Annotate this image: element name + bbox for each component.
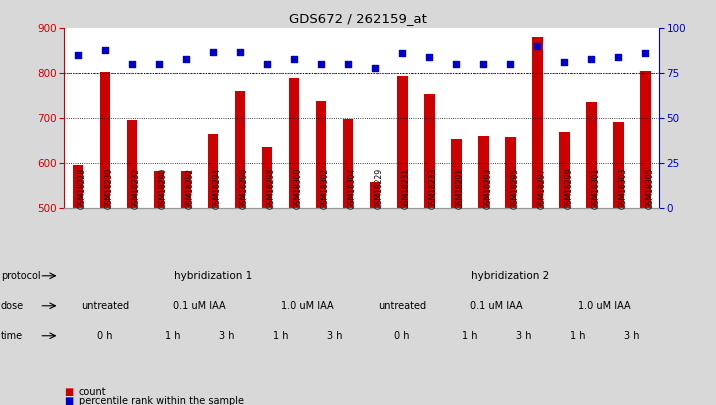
- Text: percentile rank within the sample: percentile rank within the sample: [79, 396, 243, 405]
- Text: GSM18298: GSM18298: [267, 168, 276, 209]
- Point: [289, 55, 300, 62]
- Bar: [261, 147, 272, 208]
- Bar: [208, 134, 218, 208]
- Text: count: count: [79, 387, 107, 397]
- Point: [208, 49, 219, 55]
- Point: [180, 55, 192, 62]
- Text: GSM18295: GSM18295: [510, 168, 519, 209]
- Bar: [451, 139, 462, 208]
- Point: [342, 61, 354, 68]
- Point: [612, 54, 624, 60]
- Text: ■: ■: [64, 396, 74, 405]
- Bar: [532, 37, 543, 208]
- Bar: [235, 91, 246, 208]
- Point: [397, 50, 408, 57]
- Text: 3 h: 3 h: [516, 331, 531, 341]
- Bar: [424, 94, 435, 208]
- Text: GSM18300: GSM18300: [294, 167, 303, 209]
- Point: [423, 54, 435, 60]
- Point: [126, 61, 137, 68]
- Text: GSM18302: GSM18302: [321, 168, 330, 209]
- Point: [72, 52, 84, 58]
- Bar: [180, 171, 191, 208]
- Bar: [558, 132, 569, 208]
- Point: [478, 61, 489, 68]
- Text: GSM18290: GSM18290: [159, 168, 168, 209]
- Bar: [289, 78, 299, 208]
- Text: 0.1 uM IAA: 0.1 uM IAA: [173, 301, 226, 311]
- Bar: [397, 77, 407, 208]
- Text: 3 h: 3 h: [219, 331, 234, 341]
- Bar: [478, 136, 488, 208]
- Point: [315, 61, 326, 68]
- Text: GSM18291: GSM18291: [456, 168, 465, 209]
- Point: [639, 50, 651, 57]
- Text: GSM18231: GSM18231: [402, 168, 411, 209]
- Text: 0 h: 0 h: [395, 331, 410, 341]
- Text: 0 h: 0 h: [97, 331, 112, 341]
- Text: 3 h: 3 h: [326, 331, 342, 341]
- Text: GSM18294: GSM18294: [213, 168, 222, 209]
- Text: GSM18293: GSM18293: [483, 168, 492, 209]
- Text: 1 h: 1 h: [273, 331, 289, 341]
- Bar: [316, 102, 326, 208]
- Text: GSM18297: GSM18297: [537, 168, 546, 209]
- Text: untreated: untreated: [81, 301, 129, 311]
- Text: GSM18292: GSM18292: [186, 168, 195, 209]
- Text: 0.1 uM IAA: 0.1 uM IAA: [470, 301, 523, 311]
- Bar: [640, 71, 651, 208]
- Bar: [613, 122, 624, 208]
- Bar: [369, 182, 380, 208]
- Text: 1 h: 1 h: [570, 331, 586, 341]
- Text: GSM18304: GSM18304: [348, 167, 357, 209]
- Text: GSM18233: GSM18233: [429, 168, 438, 209]
- Bar: [72, 165, 83, 208]
- Text: GSM18301: GSM18301: [591, 168, 600, 209]
- Text: GSM18296: GSM18296: [240, 168, 249, 209]
- Point: [100, 47, 111, 53]
- Text: GSM18229: GSM18229: [375, 168, 384, 209]
- Text: ■: ■: [64, 387, 74, 397]
- Bar: [343, 119, 354, 208]
- Point: [153, 61, 165, 68]
- Text: 1.0 uM IAA: 1.0 uM IAA: [579, 301, 631, 311]
- Point: [558, 59, 570, 66]
- Point: [531, 43, 543, 49]
- Point: [369, 64, 381, 71]
- Text: GDS672 / 262159_at: GDS672 / 262159_at: [289, 12, 427, 25]
- Bar: [127, 120, 137, 208]
- Text: 1 h: 1 h: [462, 331, 478, 341]
- Text: time: time: [1, 331, 23, 341]
- Text: GSM18303: GSM18303: [618, 167, 627, 209]
- Text: 1.0 uM IAA: 1.0 uM IAA: [281, 301, 334, 311]
- Text: hybridization 2: hybridization 2: [471, 271, 549, 281]
- Point: [504, 61, 516, 68]
- Text: GSM18232: GSM18232: [132, 168, 141, 209]
- Text: protocol: protocol: [1, 271, 40, 281]
- Text: GSM18230: GSM18230: [105, 168, 114, 209]
- Bar: [505, 137, 516, 208]
- Text: GSM18299: GSM18299: [564, 168, 574, 209]
- Text: hybridization 1: hybridization 1: [174, 271, 252, 281]
- Point: [586, 55, 597, 62]
- Bar: [153, 171, 165, 208]
- Point: [234, 49, 246, 55]
- Text: 3 h: 3 h: [624, 331, 639, 341]
- Text: GSM18305: GSM18305: [645, 167, 654, 209]
- Bar: [586, 102, 596, 208]
- Bar: [100, 72, 110, 208]
- Text: dose: dose: [1, 301, 24, 311]
- Text: 1 h: 1 h: [165, 331, 180, 341]
- Point: [450, 61, 462, 68]
- Text: GSM18228: GSM18228: [78, 168, 87, 209]
- Text: untreated: untreated: [378, 301, 426, 311]
- Point: [261, 61, 273, 68]
